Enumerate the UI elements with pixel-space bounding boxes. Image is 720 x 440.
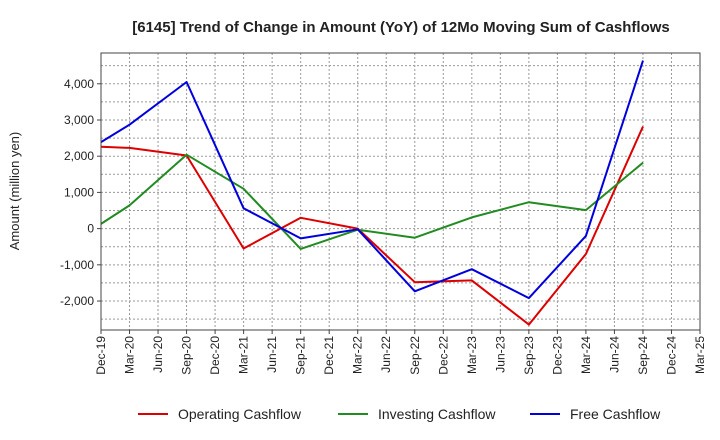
investing-cashflow-legend-label: Investing Cashflow [378,406,496,422]
operating-cashflow-legend-label: Operating Cashflow [178,406,302,422]
x-tick-label: Jun-21 [265,336,279,373]
x-tick-label: Jun-22 [379,336,393,373]
y-tick-label: -2,000 [60,294,94,308]
investing-cashflow-line [100,153,644,250]
y-tick-label: 3,000 [64,113,94,127]
x-tick-label: Sep-21 [294,336,308,375]
free-cashflow-line [100,60,644,300]
y-tick-label: -1,000 [60,258,94,272]
y-tick-label: 1,000 [64,185,94,199]
legend: Operating Cashflow Investing Cashflow Free… [138,406,661,422]
x-tick-label: Jun-24 [607,336,621,373]
y-tick-label: 4,000 [64,77,94,91]
x-tick-label: Sep-24 [636,336,650,375]
x-tick-label: Dec-24 [664,336,678,375]
x-tick-label: Jun-20 [151,336,165,373]
x-tick-label: Sep-20 [180,336,194,375]
x-tick-label: Mar-20 [123,336,137,374]
free-cashflow-legend-label: Free Cashflow [570,406,661,422]
y-axis-label: Amount (million yen) [7,132,22,251]
x-tick-label: Mar-22 [351,336,365,374]
x-tick-label: Mar-21 [237,336,251,374]
x-tick-label: Mar-25 [693,336,707,374]
x-tick-label: Sep-23 [522,336,536,375]
axis-ticks: Dec-19 Mar-20 Jun-20 Sep-20 Dec-20 Mar-21 Jun-… [60,77,707,375]
y-tick-label: 0 [87,222,94,236]
y-tick-label: 2,000 [64,149,94,163]
chart-title: [6145] Trend of Change in Amount (YoY) o… [132,19,670,36]
series-lines [100,60,644,326]
x-tick-label: Dec-19 [94,336,108,375]
x-tick-label: Mar-24 [579,336,593,374]
x-tick-label: Mar-23 [465,336,479,374]
x-tick-label: Dec-23 [550,336,564,375]
grid-lines [101,53,700,330]
x-tick-label: Jun-23 [493,336,507,373]
plot-frame [100,52,701,331]
x-tick-label: Sep-22 [408,336,422,375]
x-tick-label: Dec-21 [322,336,336,375]
x-tick-label: Dec-20 [208,336,222,375]
x-tick-label: Dec-22 [436,336,450,375]
